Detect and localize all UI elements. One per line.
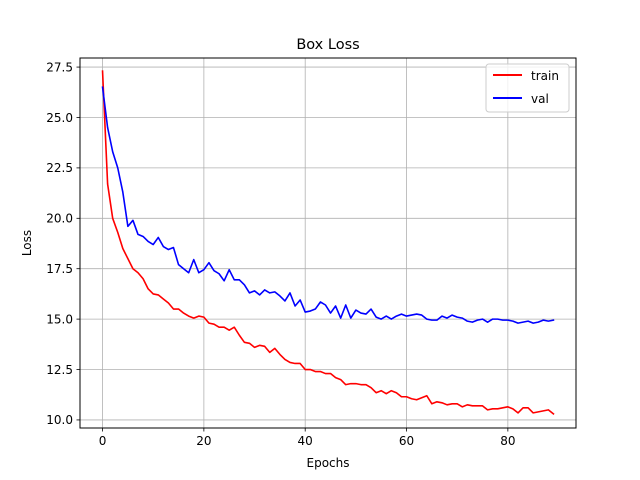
x-tick-label: 0 bbox=[99, 434, 107, 448]
chart-title: Box Loss bbox=[296, 37, 359, 53]
ticks: 0 20 40 60 80 10.0 12.5 15.0 17.5 20.0 22.5 25.0 27.… bbox=[46, 60, 515, 448]
y-tick-label: 25.0 bbox=[46, 111, 73, 125]
grid bbox=[80, 58, 576, 428]
x-axis-label: Epochs bbox=[307, 456, 350, 470]
legend: train val bbox=[485, 63, 570, 113]
legend-label-train: train bbox=[531, 69, 559, 83]
plot-frame bbox=[79, 57, 577, 429]
y-tick-label: 27.5 bbox=[46, 60, 73, 74]
y-tick-label: 10.0 bbox=[46, 413, 73, 427]
series-line-val bbox=[101, 86, 555, 324]
series-lines bbox=[101, 70, 555, 416]
series-line-train bbox=[101, 70, 555, 416]
x-tick-label: 40 bbox=[298, 434, 313, 448]
x-tick-label: 80 bbox=[500, 434, 515, 448]
x-tick-label: 20 bbox=[196, 434, 211, 448]
y-tick-label: 17.5 bbox=[46, 262, 73, 276]
x-tick-label: 60 bbox=[399, 434, 414, 448]
y-tick-label: 22.5 bbox=[46, 161, 73, 175]
y-tick-label: 20.0 bbox=[46, 212, 73, 226]
legend-label-val: val bbox=[531, 92, 549, 106]
y-tick-label: 15.0 bbox=[46, 312, 73, 326]
y-axis-label: Loss bbox=[20, 230, 34, 256]
y-tick-label: 12.5 bbox=[46, 363, 73, 377]
